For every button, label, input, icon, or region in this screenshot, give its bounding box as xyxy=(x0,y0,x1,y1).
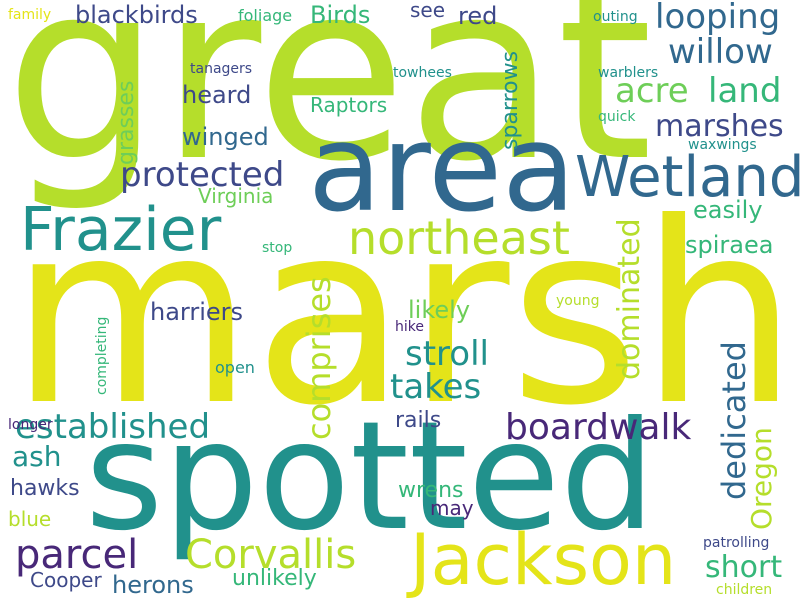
word-open: open xyxy=(215,358,255,377)
word-birds: Birds xyxy=(310,1,371,29)
word-jackson: Jackson xyxy=(410,519,677,600)
word-blue: blue xyxy=(8,507,52,531)
word-longer: longer xyxy=(8,417,53,433)
word-takes: takes xyxy=(390,367,482,407)
word-marsh: marsh xyxy=(10,169,799,460)
word-stroll: stroll xyxy=(405,334,489,374)
word-hike: hike xyxy=(395,319,424,335)
word-boardwalk: boardwalk xyxy=(505,407,692,448)
word-virginia: Virginia xyxy=(198,184,274,208)
word-spotted: spotted xyxy=(85,390,656,564)
word-acre: acre xyxy=(615,71,689,111)
word-marshes: marshes xyxy=(655,109,784,144)
word-towhees: towhees xyxy=(393,65,452,81)
word-winged: winged xyxy=(182,123,269,151)
word-foliage: foliage xyxy=(238,6,293,25)
word-frazier: Frazier xyxy=(20,195,222,265)
word-corvallis: Corvallis xyxy=(185,532,357,578)
word-completing: completing xyxy=(94,316,110,395)
word-red: red xyxy=(458,2,498,30)
word-easily: easily xyxy=(693,196,763,224)
word-cooper: Cooper xyxy=(30,568,102,592)
word-ash: ash xyxy=(12,440,62,473)
word-herons: herons xyxy=(112,571,194,599)
word-warblers: warblers xyxy=(598,65,659,81)
word-likely: likely xyxy=(408,296,471,324)
word-looping: looping xyxy=(655,0,781,37)
word-rails: rails xyxy=(395,408,442,433)
word-parcel: parcel xyxy=(15,532,139,578)
word-waxwings: waxwings xyxy=(688,137,757,153)
word-tanagers: tanagers xyxy=(190,61,253,77)
word-land: land xyxy=(708,71,782,111)
word-harriers: harriers xyxy=(150,298,244,326)
word-quick: quick xyxy=(598,109,636,125)
word-sparrows: sparrows xyxy=(498,50,523,150)
word-wrens: wrens xyxy=(398,478,464,503)
word-family: family xyxy=(8,7,52,23)
word-raptors: Raptors xyxy=(310,93,388,117)
word-area: area xyxy=(308,100,576,239)
word-hawks: hawks xyxy=(10,476,80,501)
word-patrolling: patrolling xyxy=(703,535,770,551)
word-wetland: Wetland xyxy=(575,145,800,210)
word-heard: heard xyxy=(182,81,252,109)
word-established: established xyxy=(15,407,211,447)
word-dominated: dominated xyxy=(612,218,647,380)
word-willow: willow xyxy=(668,32,773,72)
word-short: short xyxy=(705,550,783,585)
word-may: may xyxy=(430,496,474,520)
word-outing: outing xyxy=(593,9,638,25)
word-grasses: grasses xyxy=(114,80,139,165)
word-spiraea: spiraea xyxy=(685,231,774,259)
word-great: great xyxy=(5,0,653,215)
word-unlikely: unlikely xyxy=(232,566,317,591)
word-northeast: northeast xyxy=(348,211,570,265)
word-young: young xyxy=(556,293,600,309)
word-stop: stop xyxy=(262,240,293,256)
word-comprises: comprises xyxy=(300,276,338,440)
word-protected: protected xyxy=(120,155,285,195)
word-blackbirds: blackbirds xyxy=(75,1,198,29)
word-oregon: Oregon xyxy=(745,427,778,530)
word-see: see xyxy=(410,0,446,22)
word-children: children xyxy=(716,582,773,598)
